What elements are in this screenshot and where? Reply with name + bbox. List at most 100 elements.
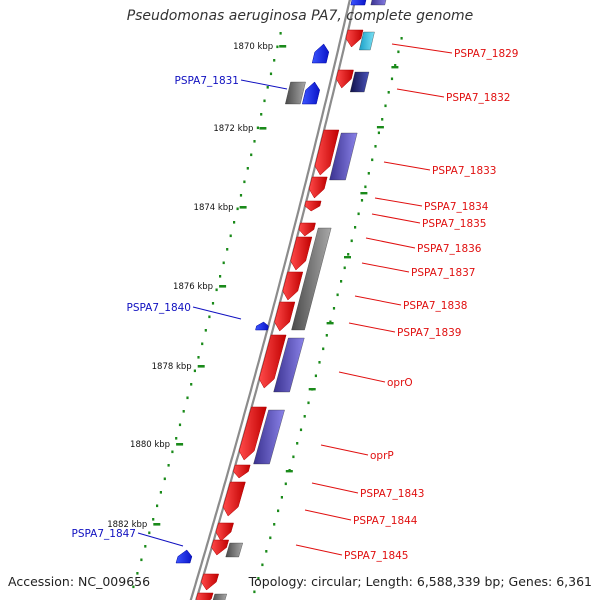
cds-block: [329, 132, 358, 181]
cds-block: [285, 81, 306, 105]
forward-gene-label[interactable]: PSPA7_1837: [411, 267, 476, 279]
outer-tick: [285, 470, 293, 473]
leader-line: [137, 532, 184, 547]
cds-block: [291, 227, 332, 331]
guide-dot: [276, 45, 279, 49]
forward-gene-label[interactable]: PSPA7_1829: [454, 48, 519, 60]
backbone-line-inner: [189, 0, 351, 600]
forward-gene-label[interactable]: oprO: [387, 377, 413, 389]
guide-dot: [266, 86, 269, 89]
reverse-gene-arrow: [301, 81, 320, 105]
guide-dot: [390, 77, 394, 81]
cds-block: [253, 409, 285, 465]
guide-dot: [233, 221, 236, 224]
ruler-label: 1880 kbp: [130, 440, 170, 450]
forward-gene-label[interactable]: PSPA7_1838: [403, 300, 468, 312]
guide-dot: [329, 320, 332, 324]
guide-dot: [226, 248, 229, 251]
cds-block: [212, 593, 228, 600]
forward-gene-label[interactable]: PSPA7_1832: [446, 92, 511, 104]
guide-dot: [260, 113, 263, 116]
guide-dot: [152, 518, 155, 521]
guide-dot: [229, 234, 232, 238]
guide-dot: [354, 226, 357, 229]
guide-dot: [219, 275, 222, 278]
forward-gene-arrow: [211, 539, 230, 556]
guide-dot: [140, 558, 143, 562]
guide-dot: [347, 253, 350, 256]
leader-line: [361, 262, 410, 273]
reverse-gene-arrow: [350, 0, 367, 6]
leader-line: [304, 509, 352, 521]
guide-dot: [204, 329, 207, 332]
ruler-label: 1870 kbp: [233, 42, 273, 52]
guide-dot: [148, 531, 151, 535]
forward-gene-label[interactable]: PSPA7_1844: [353, 515, 418, 527]
forward-gene-label[interactable]: PSPA7_1833: [432, 165, 497, 177]
outer-tick: [376, 126, 384, 129]
guide-dot: [253, 140, 256, 143]
ruler-tick: [176, 443, 184, 446]
guide-dot: [340, 280, 343, 283]
outer-tick: [344, 256, 351, 259]
forward-gene-arrow: [201, 573, 220, 591]
forward-gene-arrow: [238, 406, 267, 461]
guide-dot: [159, 491, 162, 494]
forward-gene-label[interactable]: PSPA7_1845: [344, 550, 409, 562]
reverse-gene-label[interactable]: PSPA7_1847: [72, 528, 137, 540]
guide-dot: [222, 261, 225, 265]
ruler-label: 1874 kbp: [194, 203, 234, 213]
reverse-gene-arrow: [175, 549, 193, 564]
forward-gene-label[interactable]: oprP: [370, 450, 394, 462]
forward-gene-label[interactable]: PSPA7_1839: [397, 327, 462, 339]
guide-dot: [360, 199, 364, 202]
guide-dot: [284, 482, 287, 486]
leader-line: [192, 306, 242, 320]
guide-dot: [299, 428, 303, 432]
forward-gene-arrow: [282, 271, 304, 301]
kbp-ruler: 1870 kbp 1872 kbp 1874 kbp 1876 kbp 1878 kbp…: [107, 42, 287, 530]
guide-dot: [250, 153, 253, 157]
outer-tick: [308, 388, 316, 391]
outer-dotted-guide: [253, 37, 403, 594]
guide-dot: [277, 509, 280, 513]
guide-dot: [186, 396, 189, 400]
forward-gene-label[interactable]: PSPA7_1835: [422, 218, 487, 230]
guide-dot: [296, 442, 299, 445]
leader-line: [354, 295, 402, 306]
forward-gene-arrow: [308, 176, 328, 199]
ruler-tick: [239, 206, 247, 209]
leader-line: [365, 237, 416, 249]
guide-dot: [292, 455, 295, 459]
forward-gene-arrow: [222, 481, 246, 517]
label-leader-lines: [137, 43, 453, 556]
guide-dot: [253, 590, 256, 594]
forward-gene-arrow: [196, 592, 214, 600]
forward-gene-arrow: [298, 222, 316, 237]
forward-gene-label[interactable]: PSPA7_1843: [360, 488, 425, 500]
guide-dot: [318, 361, 321, 364]
ruler-label: 1872 kbp: [213, 124, 253, 134]
guide-dot: [397, 50, 400, 54]
genome-backbone: [189, 0, 357, 600]
ruler-label: 1882 kbp: [107, 520, 147, 530]
forward-gene-label[interactable]: PSPA7_1836: [417, 243, 482, 255]
leader-line: [391, 43, 453, 54]
cds-block: [350, 71, 370, 93]
forward-gene-arrow: [290, 236, 313, 271]
forward-gene-label[interactable]: PSPA7_1834: [424, 201, 489, 213]
guide-dot: [381, 118, 384, 121]
guide-dot: [384, 104, 387, 108]
forward-gene-arrow: [336, 69, 354, 89]
reverse-gene-label[interactable]: PSPA7_1840: [127, 302, 192, 314]
outer-tick: [360, 192, 368, 195]
leader-line: [240, 79, 288, 90]
guide-dot: [314, 374, 317, 378]
forward-gene-arrow: [274, 301, 296, 332]
guide-dot: [256, 126, 259, 130]
cds-block: [273, 337, 305, 393]
guide-dot: [190, 383, 193, 386]
guide-dot: [236, 207, 239, 211]
reverse-gene-label[interactable]: PSPA7_1831: [175, 75, 240, 87]
ruler-tick: [153, 523, 161, 526]
